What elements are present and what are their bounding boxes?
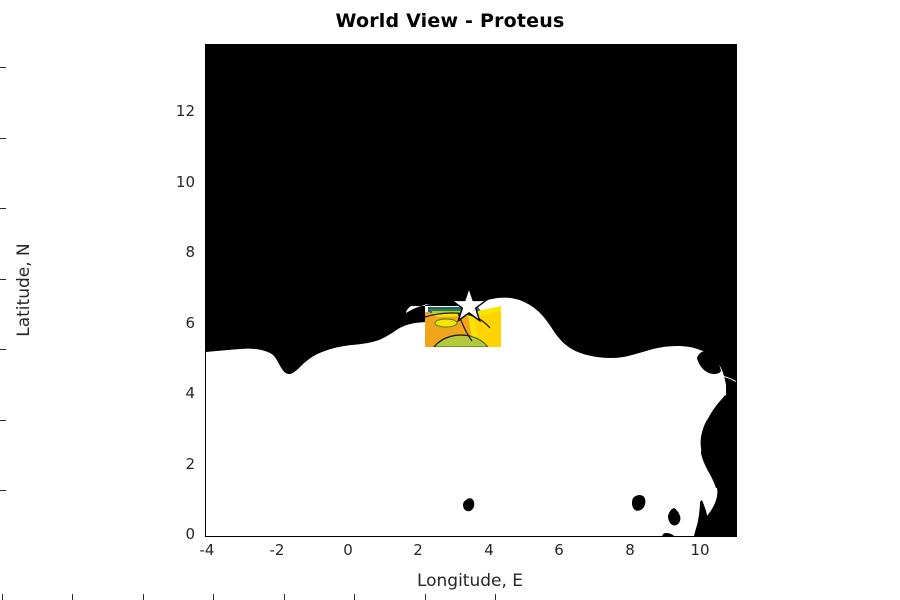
xtick-4 [284,594,285,600]
yticklabel-3: 6 [185,314,195,332]
yticklabel-2: 4 [185,384,195,402]
coast-indent-e2 [701,443,726,488]
xtick-0 [143,594,144,600]
ytick-2 [0,420,6,421]
yticklabel-6: 12 [175,102,195,120]
ytick-0 [0,490,6,491]
y-axis-label: Latitude, N [14,243,34,337]
coast-over-patch [406,304,430,313]
xtick--4 [2,594,3,600]
xticklabel-5: 6 [554,541,564,559]
yticklabel-4: 8 [185,243,195,261]
xtick-10 [495,594,496,600]
contour-ring-small [434,318,458,328]
x-axis-label: Longitude, E [416,571,524,591]
page-title: World View - Proteus [335,10,565,32]
xticklabel-6: 8 [625,541,635,559]
yticklabel-0: 0 [185,525,195,543]
coast-spit [643,397,655,409]
xticklabel-1: -2 [269,541,285,559]
contour-line-2 [457,312,473,342]
coast-indent-se [694,500,708,536]
xticklabel-3: 2 [413,541,423,559]
xtick-6 [354,594,355,600]
map-axes[interactable] [205,44,737,537]
contour-line-3 [433,334,471,347]
coast-indent-ne [697,351,721,374]
xticklabel-0: -4 [199,541,215,559]
island-2 [631,494,646,511]
islands-group [463,494,646,512]
xticklabel-2: 0 [343,541,353,559]
site-star-marker[interactable] [449,285,489,323]
coast-indent-e1 [706,395,727,431]
coast-notch-b [662,533,674,536]
ytick-10 [0,138,6,139]
yticklabel-5: 10 [175,173,195,191]
island-3 [463,498,475,512]
xtick-2 [213,594,214,600]
ytick-4 [0,349,6,350]
ytick-8 [0,208,6,209]
xtick--2 [72,594,73,600]
coast-notch-a [668,508,681,526]
yticklabel-1: 2 [185,455,195,473]
xticklabel-4: 4 [484,541,494,559]
ytick-12 [0,67,6,68]
map-svg [206,45,736,536]
land-silhouette [206,297,726,536]
xtick-8 [425,594,426,600]
ytick-6 [0,279,6,280]
xticklabel-7: 10 [690,541,710,559]
star-icon[interactable] [449,285,489,323]
